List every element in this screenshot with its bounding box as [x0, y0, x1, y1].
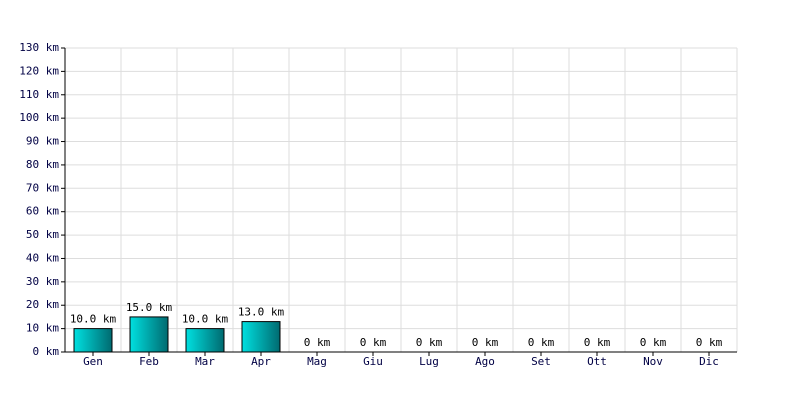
value-label: 10.0 km	[182, 313, 229, 326]
value-label: 0 km	[528, 336, 555, 349]
y-tick-label: 120 km	[19, 64, 59, 77]
value-label: 10.0 km	[70, 313, 117, 326]
y-tick-label: 110 km	[19, 88, 59, 101]
y-tick-label: 100 km	[19, 111, 59, 124]
value-label: 0 km	[472, 336, 499, 349]
x-tick-label: Nov	[643, 355, 663, 368]
x-tick-label: Ago	[475, 355, 495, 368]
x-tick-label: Gen	[83, 355, 103, 368]
y-tick-label: 60 km	[26, 205, 59, 218]
y-tick-label: 20 km	[26, 298, 59, 311]
x-tick-label: Ott	[587, 355, 607, 368]
y-tick-label: 80 km	[26, 158, 59, 171]
value-label: 0 km	[640, 336, 667, 349]
y-tick-label: 70 km	[26, 181, 59, 194]
value-label: 0 km	[696, 336, 723, 349]
x-tick-label: Dic	[699, 355, 719, 368]
value-label: 15.0 km	[126, 301, 173, 314]
y-tick-label: 90 km	[26, 135, 59, 148]
x-tick-label: Set	[531, 355, 551, 368]
bar	[129, 316, 169, 353]
x-tick-label: Mag	[307, 355, 327, 368]
value-label: 13.0 km	[238, 306, 285, 319]
x-tick-label: Giu	[363, 355, 383, 368]
y-tick-label: 30 km	[26, 275, 59, 288]
x-tick-label: Feb	[139, 355, 159, 368]
value-label: 0 km	[360, 336, 387, 349]
bar	[185, 328, 225, 353]
x-tick-label: Apr	[251, 355, 271, 368]
x-tick-label: Lug	[419, 355, 439, 368]
y-tick-label: 40 km	[26, 251, 59, 264]
y-tick-label: 10 km	[26, 322, 59, 335]
value-label: 0 km	[416, 336, 443, 349]
bar	[241, 321, 281, 353]
x-tick-label: Mar	[195, 355, 215, 368]
value-label: 0 km	[584, 336, 611, 349]
y-tick-label: 0 km	[33, 345, 60, 358]
value-label: 0 km	[304, 336, 331, 349]
y-tick-label: 130 km	[19, 41, 59, 54]
bar	[73, 328, 113, 353]
y-tick-label: 50 km	[26, 228, 59, 241]
